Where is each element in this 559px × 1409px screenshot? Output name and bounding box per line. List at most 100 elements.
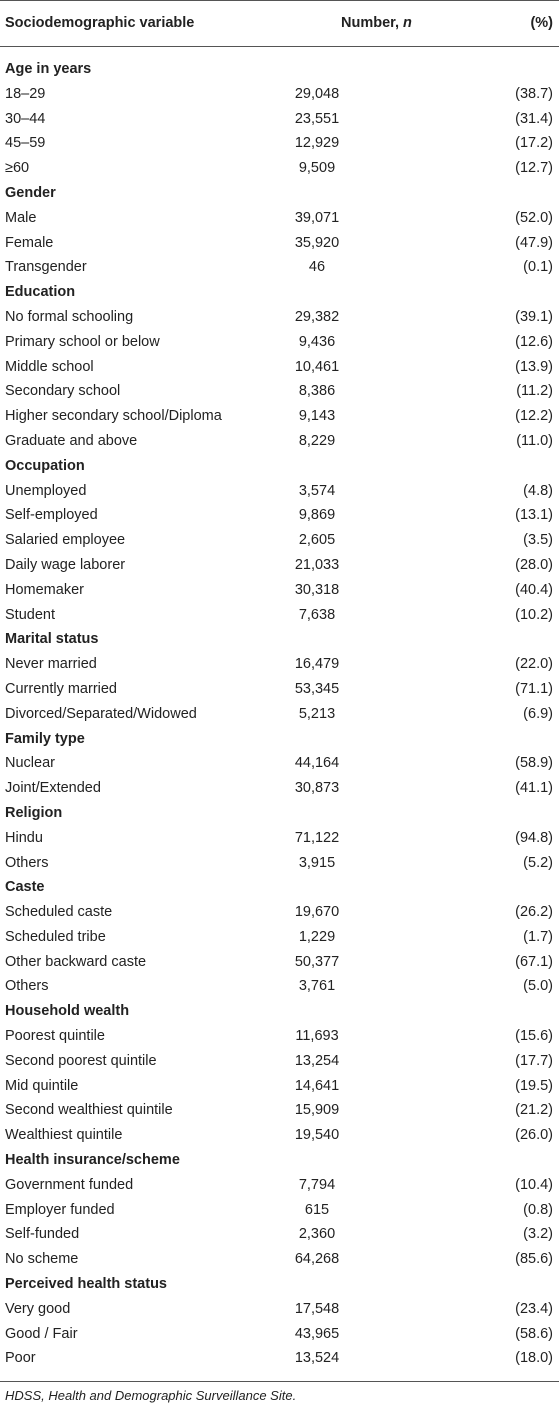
table-row: Daily wage laborer 21,033 (28.0) xyxy=(0,553,559,578)
header-number-n: n xyxy=(403,15,412,31)
row-label: Scheduled caste xyxy=(5,904,113,921)
row-label: Scheduled tribe xyxy=(5,928,106,945)
section-label: Education xyxy=(5,284,76,301)
row-label: ≥60 xyxy=(5,160,30,177)
table-row: Self-employed 9,869 (13.1) xyxy=(0,503,559,528)
row-percent: (40.4) xyxy=(515,581,553,598)
row-label: Very good xyxy=(5,1300,71,1317)
section-header-row: Religion xyxy=(0,801,559,826)
row-number: 3,574 xyxy=(298,482,336,499)
section-header-row: Family type xyxy=(0,727,559,752)
row-percent: (3.5) xyxy=(523,532,553,549)
row-number: 19,540 xyxy=(294,1127,340,1144)
row-number: 9,509 xyxy=(298,160,336,177)
row-label: Nuclear xyxy=(5,755,55,772)
row-percent: (39.1) xyxy=(515,308,553,325)
row-label: Transgender xyxy=(5,259,87,276)
row-label: Unemployed xyxy=(5,482,87,499)
row-percent: (10.2) xyxy=(515,606,553,623)
row-number: 44,164 xyxy=(294,755,340,772)
table-row: Poor 13,524 (18.0) xyxy=(0,1346,559,1371)
row-label: No formal schooling xyxy=(5,308,134,325)
row-percent: (58.6) xyxy=(515,1325,553,1342)
table-row: Nuclear 44,164 (58.9) xyxy=(0,751,559,776)
row-percent: (13.1) xyxy=(515,507,553,524)
section-header-row: Caste xyxy=(0,875,559,900)
section-header-row: Age in years xyxy=(0,57,559,82)
section-label: Religion xyxy=(5,804,63,821)
row-number: 30,318 xyxy=(294,581,340,598)
header-variable: Sociodemographic variable xyxy=(5,15,195,31)
section-label: Family type xyxy=(5,730,85,747)
row-number: 8,386 xyxy=(298,383,336,400)
row-number: 5,213 xyxy=(298,705,336,722)
row-percent: (6.9) xyxy=(523,705,553,722)
row-label: Salaried employee xyxy=(5,532,126,549)
table-row: Primary school or below 9,436 (12.6) xyxy=(0,330,559,355)
section-label: Household wealth xyxy=(5,1003,130,1020)
table-row: Homemaker 30,318 (40.4) xyxy=(0,578,559,603)
row-number: 1,229 xyxy=(298,928,336,945)
header-number: Number, n xyxy=(341,13,412,33)
row-label: Self-employed xyxy=(5,507,98,524)
row-percent: (31.4) xyxy=(515,110,553,127)
section-label: Occupation xyxy=(5,457,85,474)
table-row: Self-funded 2,360 (3.2) xyxy=(0,1222,559,1247)
table-row: Very good 17,548 (23.4) xyxy=(0,1297,559,1322)
row-percent: (47.9) xyxy=(515,234,553,251)
table-row: Second wealthiest quintile 15,909 (21.2) xyxy=(0,1098,559,1123)
table-header: Sociodemographic variable Number, n (%) xyxy=(0,0,559,46)
row-percent: (94.8) xyxy=(515,829,553,846)
table-row: Currently married 53,345 (71.1) xyxy=(0,677,559,702)
row-label: Mid quintile xyxy=(5,1077,79,1094)
row-percent: (12.7) xyxy=(515,160,553,177)
row-label: Male xyxy=(5,209,37,226)
section-header-row: Marital status xyxy=(0,627,559,652)
row-label: Others xyxy=(5,978,49,995)
row-label: 18–29 xyxy=(5,85,46,102)
table-row: Hindu 71,122 (94.8) xyxy=(0,826,559,851)
row-number: 9,143 xyxy=(298,408,336,425)
table-row: Others 3,761 (5.0) xyxy=(0,974,559,999)
table-row: Never married 16,479 (22.0) xyxy=(0,652,559,677)
row-number: 12,929 xyxy=(294,135,340,152)
row-percent: (10.4) xyxy=(515,1176,553,1193)
row-label: Good / Fair xyxy=(5,1325,78,1342)
table-row: Divorced/Separated/Widowed 5,213 (6.9) xyxy=(0,702,559,727)
row-label: No scheme xyxy=(5,1251,79,1268)
row-label: Student xyxy=(5,606,55,623)
table-row: Government funded 7,794 (10.4) xyxy=(0,1173,559,1198)
table-body: Age in years 18–29 29,048 (38.7) 30–44 23,551… xyxy=(0,57,559,1371)
row-number: 46 xyxy=(308,259,326,276)
row-label: Daily wage laborer xyxy=(5,556,126,573)
table-row: 30–44 23,551 (31.4) xyxy=(0,107,559,132)
row-number: 7,638 xyxy=(298,606,336,623)
row-label: Joint/Extended xyxy=(5,780,101,797)
row-number: 50,377 xyxy=(294,953,340,970)
table-row: Transgender 46 (0.1) xyxy=(0,255,559,280)
row-percent: (23.4) xyxy=(515,1300,553,1317)
header-number-prefix: Number, xyxy=(341,15,404,31)
row-label: Divorced/Separated/Widowed xyxy=(5,705,197,722)
row-number: 35,920 xyxy=(294,234,340,251)
table-row: No scheme 64,268 (85.6) xyxy=(0,1247,559,1272)
table-row: Middle school 10,461 (13.9) xyxy=(0,355,559,380)
row-number: 29,048 xyxy=(294,85,340,102)
row-label: 45–59 xyxy=(5,135,46,152)
section-header-row: Occupation xyxy=(0,454,559,479)
table-row: No formal schooling 29,382 (39.1) xyxy=(0,305,559,330)
section-label: Caste xyxy=(5,879,45,896)
table-row: Other backward caste 50,377 (67.1) xyxy=(0,950,559,975)
row-number: 64,268 xyxy=(294,1251,340,1268)
row-number: 9,869 xyxy=(298,507,336,524)
row-percent: (41.1) xyxy=(515,780,553,797)
section-label: Age in years xyxy=(5,61,92,77)
row-label: Primary school or below xyxy=(5,333,160,350)
table-row: Scheduled tribe 1,229 (1.7) xyxy=(0,925,559,950)
row-percent: (19.5) xyxy=(515,1077,553,1094)
row-percent: (22.0) xyxy=(515,656,553,673)
row-label: Graduate and above xyxy=(5,432,138,449)
row-number: 13,524 xyxy=(294,1350,340,1367)
table-row: Secondary school 8,386 (11.2) xyxy=(0,379,559,404)
row-percent: (21.2) xyxy=(515,1102,553,1119)
